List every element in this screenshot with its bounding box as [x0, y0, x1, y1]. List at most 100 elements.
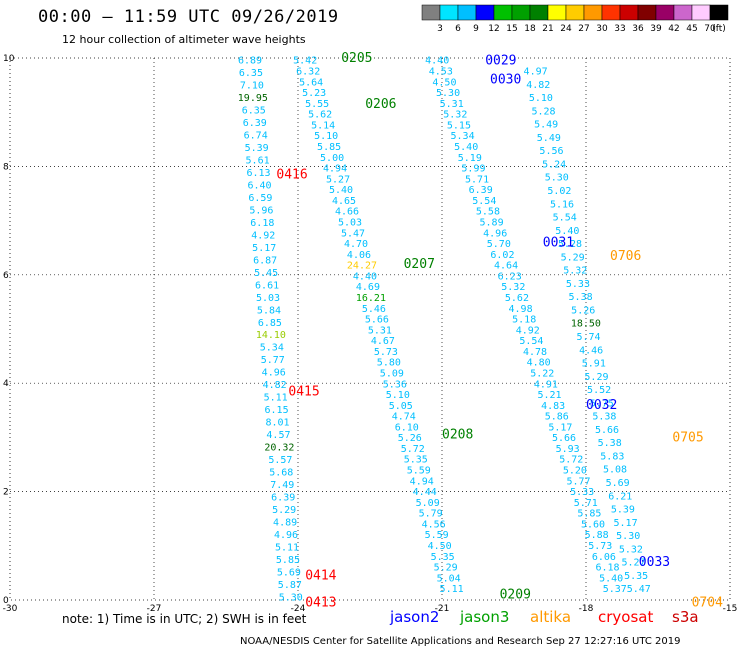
colorbar-label: 33: [614, 24, 625, 34]
wave-height-value: 5.10: [529, 93, 553, 104]
wave-height-value: 6.18: [250, 218, 274, 229]
wave-height-value: 5.37: [603, 584, 627, 595]
wave-height-value: 5.04: [437, 573, 461, 584]
wave-height-value: 5.47: [341, 228, 365, 239]
pass-label: 0704: [692, 596, 723, 611]
colorbar-label: 12: [488, 24, 499, 34]
wave-height-value: 4.89: [273, 517, 297, 528]
y-tick-label: 10: [3, 54, 15, 64]
wave-height-value: 6.18: [596, 563, 620, 574]
colorbar-label: 21: [542, 24, 553, 34]
wave-height-value: 4.53: [429, 66, 453, 77]
wave-height-value: 5.22: [530, 368, 554, 379]
colorbar-swatch: [439, 4, 459, 21]
wave-height-value: 4.82: [526, 80, 550, 91]
credit-text: NOAA/NESDIS Center for Satellite Applica…: [240, 636, 681, 647]
colorbar-label: 6: [455, 24, 461, 34]
wave-height-value: 5.40: [454, 142, 478, 153]
pass-label: 0032: [586, 398, 617, 413]
wave-height-value: 14.10: [256, 330, 286, 341]
wave-height-value: 5.26: [398, 433, 422, 444]
chart-title: 00:00 – 11:59 UTC 09/26/2019: [38, 7, 339, 27]
wave-height-value: 7.49: [270, 480, 294, 491]
chart-subtitle: 12 hour collection of altimeter wave hei…: [62, 33, 306, 46]
wave-height-value: 4.70: [344, 239, 368, 250]
legend-cryosat: cryosat: [598, 608, 654, 626]
wave-height-value: 5.68: [269, 468, 293, 479]
wave-height-value: 4.96: [262, 368, 286, 379]
wave-height-value: 5.11: [264, 393, 288, 404]
wave-height-value: 4.83: [541, 401, 565, 412]
wave-height-value: 5.49: [537, 133, 561, 144]
wave-height-value: 5.88: [585, 530, 609, 541]
wave-height-value: 5.40: [555, 226, 579, 237]
wave-height-value: 5.20: [563, 466, 587, 477]
pass-label: 0416: [276, 168, 307, 183]
colorbar-swatch: [637, 4, 657, 21]
wave-height-value: 5.71: [465, 174, 489, 185]
wave-height-value: 4.06: [347, 250, 371, 261]
wave-height-value: 5.30: [279, 592, 303, 603]
plot-frame: [9, 57, 731, 601]
colorbar-swatch: [691, 4, 711, 21]
wave-height-value: 5.54: [553, 213, 577, 224]
wave-height-value: 6.87: [253, 255, 277, 266]
wave-height-value: 5.75: [590, 398, 614, 409]
wave-height-value: 5.24: [542, 159, 566, 170]
wave-height-value: 5.73: [588, 541, 612, 552]
wave-height-value: 5.40: [329, 185, 353, 196]
colorbar-label: 45: [686, 24, 697, 34]
wave-height-value: 4.67: [371, 336, 395, 347]
wave-height-value: 5.86: [545, 412, 569, 423]
colorbar-swatch: [547, 4, 567, 21]
wave-height-value: 5.87: [278, 580, 302, 591]
wave-height-value: 5.62: [308, 110, 332, 121]
pass-label: 0209: [500, 588, 531, 603]
wave-height-value: 5.10: [386, 390, 410, 401]
colorbar-label: 36: [632, 24, 644, 34]
wave-height-value: 5.47: [627, 584, 651, 595]
x-tick-label: -27: [147, 604, 162, 614]
wave-height-value: 5.85: [577, 509, 601, 520]
wave-height-value: 6.23: [498, 271, 522, 282]
wave-height-value: 5.83: [600, 451, 624, 462]
pass-label: 0030: [490, 73, 521, 88]
wave-height-value: 6.59: [248, 193, 272, 204]
wave-height-value: 5.38: [598, 438, 622, 449]
wave-height-value: 5.29: [434, 563, 458, 574]
legend-jason2: jason2: [390, 608, 440, 626]
wave-height-value: 5.74: [576, 332, 600, 343]
wave-height-value: 5.69: [606, 478, 630, 489]
wave-height-value: 5.32: [563, 266, 587, 277]
wave-height-value: 5.55: [305, 99, 329, 110]
wave-height-value: 7.10: [240, 81, 264, 92]
pass-label: 0033: [639, 555, 670, 570]
wave-height-value: 6.10: [395, 422, 419, 433]
wave-height-value: 6.89: [238, 56, 262, 67]
wave-height-value: 5.31: [368, 325, 392, 336]
wave-height-value: 5.28: [558, 239, 582, 250]
wave-height-value: 5.35: [404, 455, 428, 466]
wave-height-value: 6.32: [296, 66, 320, 77]
wave-height-value: 5.72: [401, 444, 425, 455]
colorbar-label: 18: [524, 24, 536, 34]
colorbar-swatch: [709, 4, 729, 21]
wave-height-value: 5.10: [314, 131, 338, 142]
colorbar-label: 30: [596, 24, 608, 34]
wave-height-value: 6.39: [469, 185, 493, 196]
wave-height-value: 6.39: [243, 118, 267, 129]
wave-height-value: 5.54: [519, 336, 543, 347]
colorbar-swatch: [655, 4, 675, 21]
wave-height-value: 5.16: [550, 199, 574, 210]
y-tick-label: 8: [3, 162, 9, 172]
wave-height-value: 5.72: [559, 455, 583, 466]
wave-height-value: 5.23: [302, 88, 326, 99]
wave-height-value: 5.32: [619, 544, 643, 555]
wave-height-value: 5.77: [261, 355, 285, 366]
wave-height-value: 6.06: [592, 552, 616, 563]
wave-height-value: 5.57: [268, 455, 292, 466]
wave-height-value: 5.32: [443, 110, 467, 121]
note-text: note: 1) Time is in UTC; 2) SWH is in fe…: [62, 612, 307, 626]
wave-height-value: 4.65: [332, 196, 356, 207]
wave-height-value: 5.59: [425, 530, 449, 541]
